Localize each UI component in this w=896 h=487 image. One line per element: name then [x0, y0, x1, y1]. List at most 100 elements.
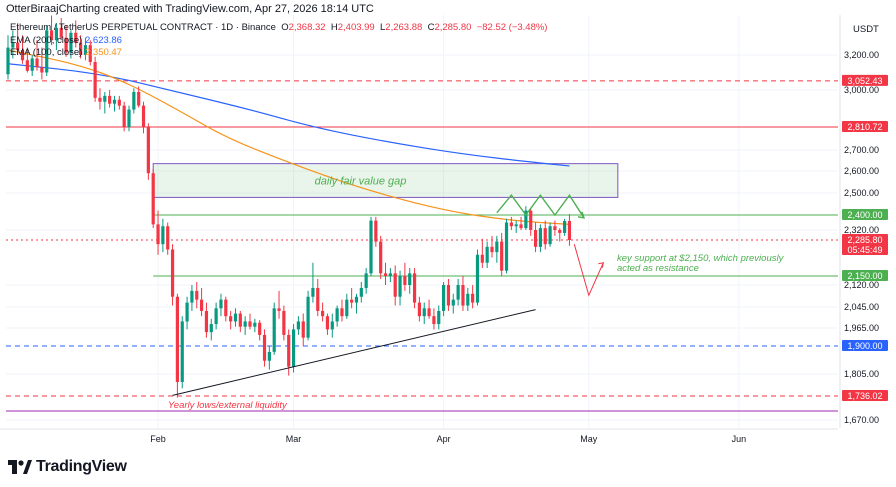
- candle-body: [422, 308, 426, 317]
- candle-body: [451, 299, 455, 306]
- candle-body: [229, 316, 233, 322]
- candle-body: [45, 30, 49, 73]
- candle-body: [330, 321, 334, 330]
- candle-body: [141, 105, 146, 128]
- open-label: O: [281, 22, 289, 33]
- horizontal-levels: [6, 80, 838, 412]
- candle-body: [170, 249, 175, 297]
- candle-body: [233, 313, 238, 322]
- candle-body: [374, 220, 378, 242]
- price-tick-label: 2,500.00: [844, 188, 879, 198]
- candle-body: [195, 290, 199, 300]
- candle-body: [393, 273, 397, 297]
- time-tick-label: Apr: [437, 434, 451, 444]
- candle-body: [340, 308, 344, 317]
- candle-body: [490, 246, 494, 253]
- candle-body: [408, 273, 412, 285]
- candle-body: [277, 308, 281, 311]
- price-tick-label: 1,670.00: [844, 415, 879, 425]
- candle-body: [127, 109, 131, 128]
- price-label: 2,810.72: [847, 122, 882, 132]
- candle-body: [6, 47, 10, 75]
- countdown-label: 05:45:49: [847, 245, 882, 255]
- candle-body: [16, 42, 20, 51]
- candle-body: [427, 308, 431, 317]
- time-tick-label: Mar: [286, 434, 302, 444]
- candle-body: [364, 273, 368, 288]
- candle-body: [311, 287, 315, 297]
- candle-body: [567, 220, 572, 240]
- ema100-label: EMA (100, close): [10, 47, 83, 58]
- candle-body: [267, 351, 271, 361]
- candle-body: [500, 241, 504, 271]
- tradingview-logo[interactable]: TradingView: [8, 458, 127, 476]
- candle-body: [258, 322, 262, 335]
- author-caption: OtterBiraajCharting created with Trading…: [6, 3, 374, 15]
- triple-top-drawing: [496, 193, 585, 219]
- candle-body: [461, 285, 465, 306]
- candle-body: [156, 224, 160, 245]
- price-label-box: [842, 270, 888, 281]
- candle-body: [98, 97, 102, 102]
- candle-body: [49, 30, 54, 41]
- price-label: 2,285.80: [847, 235, 882, 245]
- candle-body: [354, 296, 359, 303]
- candle-body: [432, 316, 436, 325]
- candle-body: [325, 316, 330, 330]
- candle-body: [412, 273, 417, 303]
- candle-body: [471, 293, 475, 303]
- time-tick-label: May: [580, 434, 598, 444]
- candle-body: [40, 67, 44, 73]
- tradingview-brand-text: TradingView: [36, 458, 127, 475]
- candle-body: [529, 210, 533, 230]
- candle-body: [54, 27, 58, 41]
- candle-body: [214, 308, 218, 325]
- price-label: 2,150.00: [847, 271, 882, 281]
- ema-lines: [7, 49, 570, 225]
- key-support-label-line2: acted as resistance: [617, 263, 699, 274]
- chart-grid: [6, 15, 838, 428]
- candle-body: [524, 210, 528, 229]
- price-label: 1,900.00: [847, 341, 882, 351]
- candle-body: [563, 221, 567, 233]
- price-tick-label: 2,320.00: [844, 225, 879, 235]
- candle-body: [166, 226, 170, 250]
- candle-body: [466, 293, 470, 306]
- candle-body: [369, 220, 373, 274]
- candle-body: [161, 226, 165, 245]
- fair-value-gap-label: daily fair value gap: [315, 176, 407, 188]
- close-label: C: [427, 22, 435, 33]
- ema200-legend[interactable]: EMA (200, close) 2,623.86: [10, 35, 122, 46]
- candle-body: [456, 285, 460, 300]
- candle-body: [146, 127, 150, 174]
- ema100-legend[interactable]: EMA (100, close) 2,350.47: [10, 47, 122, 58]
- ema200-label: EMA (200, close): [10, 35, 83, 46]
- candle-body: [485, 246, 489, 263]
- candle-body: [253, 322, 257, 327]
- candle-body: [151, 173, 155, 225]
- candle-body: [282, 310, 286, 335]
- candle-body: [59, 27, 63, 38]
- candle-body: [321, 310, 325, 317]
- symbol-title[interactable]: Ethereum / TetherUS PERPETUAL CONTRACT ·…: [10, 22, 276, 33]
- candle-body: [383, 273, 388, 276]
- candle-body: [335, 308, 339, 322]
- candle-body: [238, 313, 242, 327]
- candle-body: [74, 32, 78, 43]
- close-value: 2,285.80: [434, 22, 472, 33]
- candle-body: [25, 60, 29, 71]
- candle-body: [533, 230, 538, 247]
- candle-body: [519, 224, 523, 229]
- time-tick-label: Feb: [150, 434, 166, 444]
- candle-body: [83, 45, 88, 55]
- candle-body: [291, 329, 296, 367]
- candle-body: [388, 273, 392, 276]
- price-label-box: [842, 121, 888, 132]
- candle-body: [88, 45, 92, 62]
- candle-body: [475, 254, 480, 303]
- ema200-line: [7, 63, 570, 167]
- candle-body: [301, 321, 305, 338]
- yearly-lows-label: Yearly lows/external liquidity: [168, 400, 288, 411]
- candle-body: [185, 302, 189, 322]
